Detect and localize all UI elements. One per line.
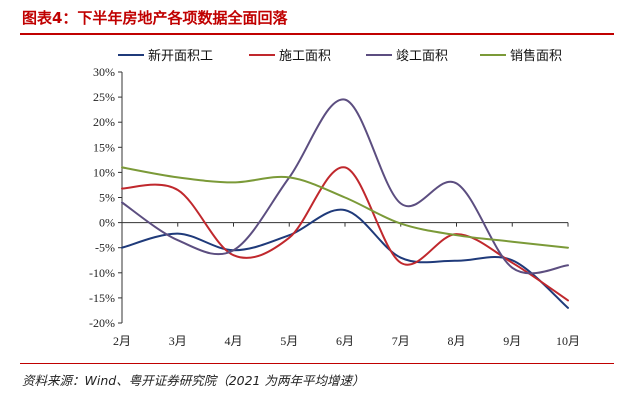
series-line-4 [121,166,569,249]
y-tick-label: 25% [93,90,115,104]
y-tick-label: -15% [89,291,115,305]
series-line-3 [121,98,569,275]
x-tick-label: 2月 [113,334,131,348]
source-divider [20,363,614,364]
y-tick-label: 5% [99,191,115,205]
y-tick-label: 15% [93,140,115,154]
source-note: 资料来源：Wind、粤开证券研究院（2021 为两年平均增速） [22,373,365,388]
y-tick-label: 30% [93,65,115,79]
y-tick-label: 20% [93,115,115,129]
x-tick-label: 8月 [447,334,465,348]
x-tick-label: 6月 [336,334,354,348]
x-tick-label: 7月 [392,334,410,348]
x-tick-label: 5月 [280,334,298,348]
title-divider [20,33,614,35]
y-tick-label: -20% [89,316,115,330]
legend-label-3: 竣工面积 [396,49,448,64]
y-tick-label: 10% [93,165,115,179]
x-tick-label: 3月 [169,334,187,348]
chart-axes: 30% 25% 20% 15% 10% 5% 0% -5% -10% -15% -20% 2月 3月 4月… [89,65,580,348]
y-tick-label: 0% [99,216,115,230]
series-line-1 [121,208,569,309]
x-tick-label: 10月 [556,334,580,348]
chart-title: 图表4：下半年房地产各项数据全面回落 [22,9,288,27]
y-tick-label: -10% [89,266,115,280]
plot-area [121,98,569,309]
series-line-2 [121,166,569,302]
legend-label-2: 施工面积 [279,49,331,64]
legend-label-4: 销售面积 [510,48,562,64]
x-tick-label: 4月 [224,334,242,348]
y-tick-label: -5% [95,241,115,255]
x-tick-label: 9月 [503,334,521,348]
legend-label-1: 新开面积工 [148,48,213,64]
legend: 新开面积工 施工面积 竣工面积 销售面积 [118,48,562,64]
